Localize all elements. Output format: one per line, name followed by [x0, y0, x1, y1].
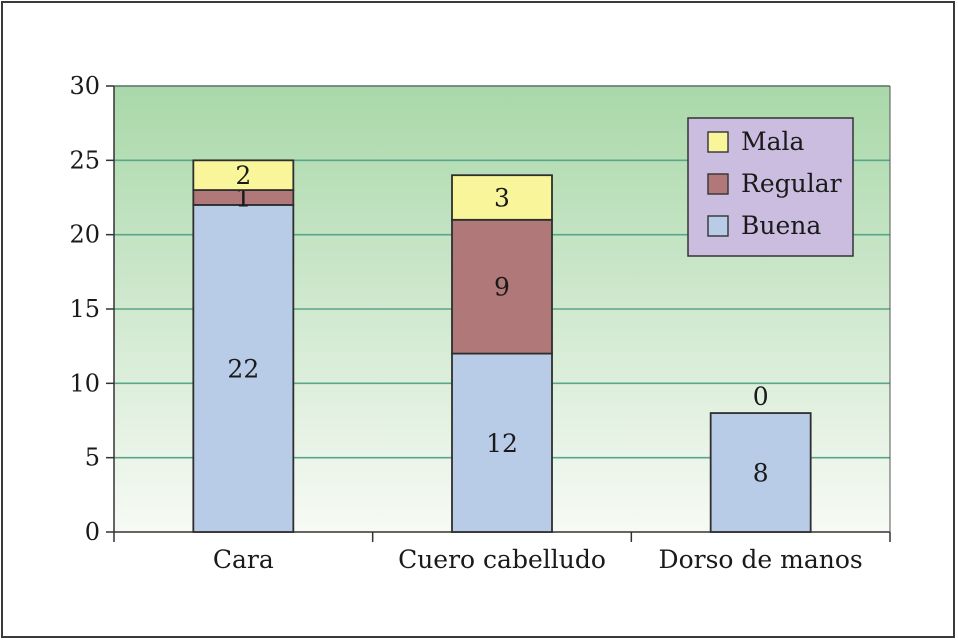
data-label-mala: 0 [753, 382, 769, 411]
y-tick-label: 20 [69, 221, 100, 249]
y-tick-label: 15 [69, 295, 100, 323]
legend-label-mala: Mala [741, 127, 804, 156]
legend-label-buena: Buena [741, 211, 821, 240]
y-tick-label: 30 [69, 72, 100, 100]
bar-segment-buena [709, 412, 812, 533]
bar-segment-mala [451, 174, 553, 221]
y-tick-label: 5 [85, 444, 100, 472]
data-label-mala: 3 [494, 184, 510, 213]
bar-segment-buena [192, 204, 295, 533]
x-category-label: Dorso de manos [659, 545, 863, 574]
y-tick-label: 0 [85, 518, 100, 546]
x-category-label: Cara [213, 545, 274, 574]
bar-segment-regular [451, 218, 553, 355]
data-label-buena: 22 [227, 354, 259, 383]
x-category-label: Cuero cabelludo [398, 545, 606, 574]
y-tick-label: 25 [69, 146, 100, 174]
bar-segment-buena [451, 352, 553, 533]
data-label-buena: 12 [486, 429, 518, 458]
legend-swatch-buena [707, 215, 729, 237]
legend: Mala Regular Buena [687, 117, 854, 257]
data-label-mala: 2 [235, 161, 251, 190]
data-label-buena: 8 [753, 459, 769, 488]
legend-label-regular: Regular [741, 169, 842, 198]
bar-segment-mala [192, 159, 295, 191]
legend-swatch-regular [707, 173, 729, 195]
legend-swatch-mala [707, 131, 729, 153]
y-tick-label: 10 [69, 369, 100, 397]
data-label-regular: 9 [494, 273, 510, 302]
